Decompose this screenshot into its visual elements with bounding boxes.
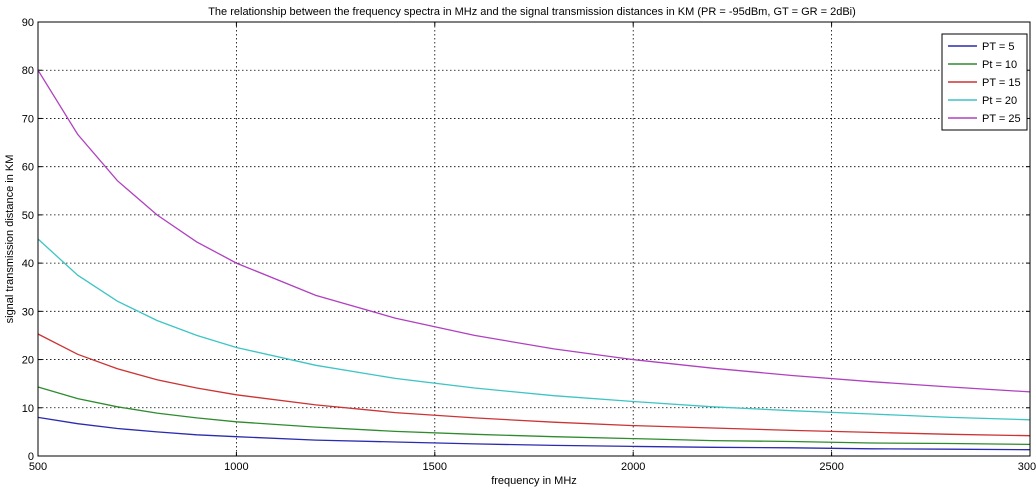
y-tick-label: 20 xyxy=(22,355,34,367)
series-line xyxy=(37,386,1031,446)
y-axis-label: signal transmission distance in KM xyxy=(4,155,16,324)
x-tick-label: 2500 xyxy=(819,461,843,473)
y-tick-label: 10 xyxy=(22,403,34,415)
series-lines xyxy=(37,69,1031,451)
series-line xyxy=(37,238,1031,421)
grid-lines xyxy=(38,22,1030,456)
legend-label: Pt = 10 xyxy=(982,59,1017,71)
x-tick-label: 2000 xyxy=(621,461,645,473)
y-tick-label: 70 xyxy=(22,113,34,125)
legend-label: PT = 25 xyxy=(982,113,1021,125)
y-tick-label: 0 xyxy=(28,451,34,463)
chart-title: The relationship between the frequency s… xyxy=(208,6,856,18)
series-line xyxy=(37,333,1031,437)
plot-area-frame xyxy=(37,21,1031,457)
legend: PT = 5 Pt = 10 PT = 15 Pt = 20 PT = 25 xyxy=(941,33,1028,131)
x-axis-label: frequency in MHz xyxy=(491,475,577,487)
series-line xyxy=(37,416,1031,451)
y-tick-label: 30 xyxy=(22,306,34,318)
x-tick-label: 1500 xyxy=(423,461,447,473)
x-tick-label: 1000 xyxy=(224,461,248,473)
legend-label: PT = 5 xyxy=(982,41,1015,53)
y-tick-label: 80 xyxy=(22,65,34,77)
legend-label: PT = 15 xyxy=(982,77,1021,89)
y-tick-label: 50 xyxy=(22,210,34,222)
y-tick-label: 90 xyxy=(22,17,34,29)
x-tick-label: 500 xyxy=(29,461,47,473)
series-line xyxy=(37,69,1031,393)
y-tick-label: 60 xyxy=(22,162,34,174)
legend-label: Pt = 20 xyxy=(982,95,1017,107)
y-tick-label: 40 xyxy=(22,258,34,270)
